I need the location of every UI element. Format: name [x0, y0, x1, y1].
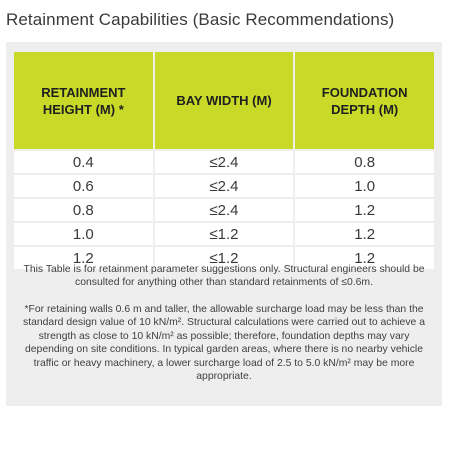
retainment-height-cell: 0.4	[14, 151, 153, 173]
foundation-depth-cell: 1.2	[295, 247, 434, 269]
foundation-depth-cell: 1.0	[295, 175, 434, 197]
surcharge-footnote: *For retaining walls 0.6 m and taller, t…	[23, 304, 425, 383]
table-row: 0.8 ≤2.4 1.2	[14, 199, 434, 221]
foundation-depth-cell: 1.2	[295, 199, 434, 221]
table-row: 0.6 ≤2.4 1.0	[14, 175, 434, 197]
retainment-table: RETAINMENT HEIGHT (M) * BAY WIDTH (M) FO…	[12, 50, 436, 271]
retainment-height-cell: 0.6	[14, 175, 153, 197]
page-title: Retainment Capabilities (Basic Recommend…	[6, 10, 395, 29]
spec-panel: RETAINMENT HEIGHT (M) * BAY WIDTH (M) FO…	[6, 42, 442, 406]
table-row: 1.0 ≤1.2 1.2	[14, 223, 434, 245]
foundation-depth-cell: 1.2	[295, 223, 434, 245]
bay-width-cell: ≤2.4	[154, 199, 294, 221]
foundation-depth-cell: 0.8	[295, 151, 434, 173]
bay-width-cell: ≤2.4	[154, 175, 294, 197]
column-header-foundation-depth: FOUNDATION DEPTH (M)	[295, 52, 434, 149]
bay-width-cell: ≤1.2	[154, 247, 294, 269]
disclaimer-note: This Table is for retainment parameter s…	[23, 264, 425, 289]
column-header-bay-width: BAY WIDTH (M)	[154, 52, 294, 149]
retainment-height-cell: 1.0	[14, 223, 153, 245]
table-header-row: RETAINMENT HEIGHT (M) * BAY WIDTH (M) FO…	[14, 52, 434, 149]
retainment-height-cell: 1.2	[14, 247, 153, 269]
bay-width-cell: ≤2.4	[154, 151, 294, 173]
bay-width-cell: ≤1.2	[154, 223, 294, 245]
column-header-retainment-height: RETAINMENT HEIGHT (M) *	[14, 52, 153, 149]
retainment-height-cell: 0.8	[14, 199, 153, 221]
table-row: 1.2 ≤1.2 1.2	[14, 247, 434, 269]
table-row: 0.4 ≤2.4 0.8	[14, 151, 434, 173]
